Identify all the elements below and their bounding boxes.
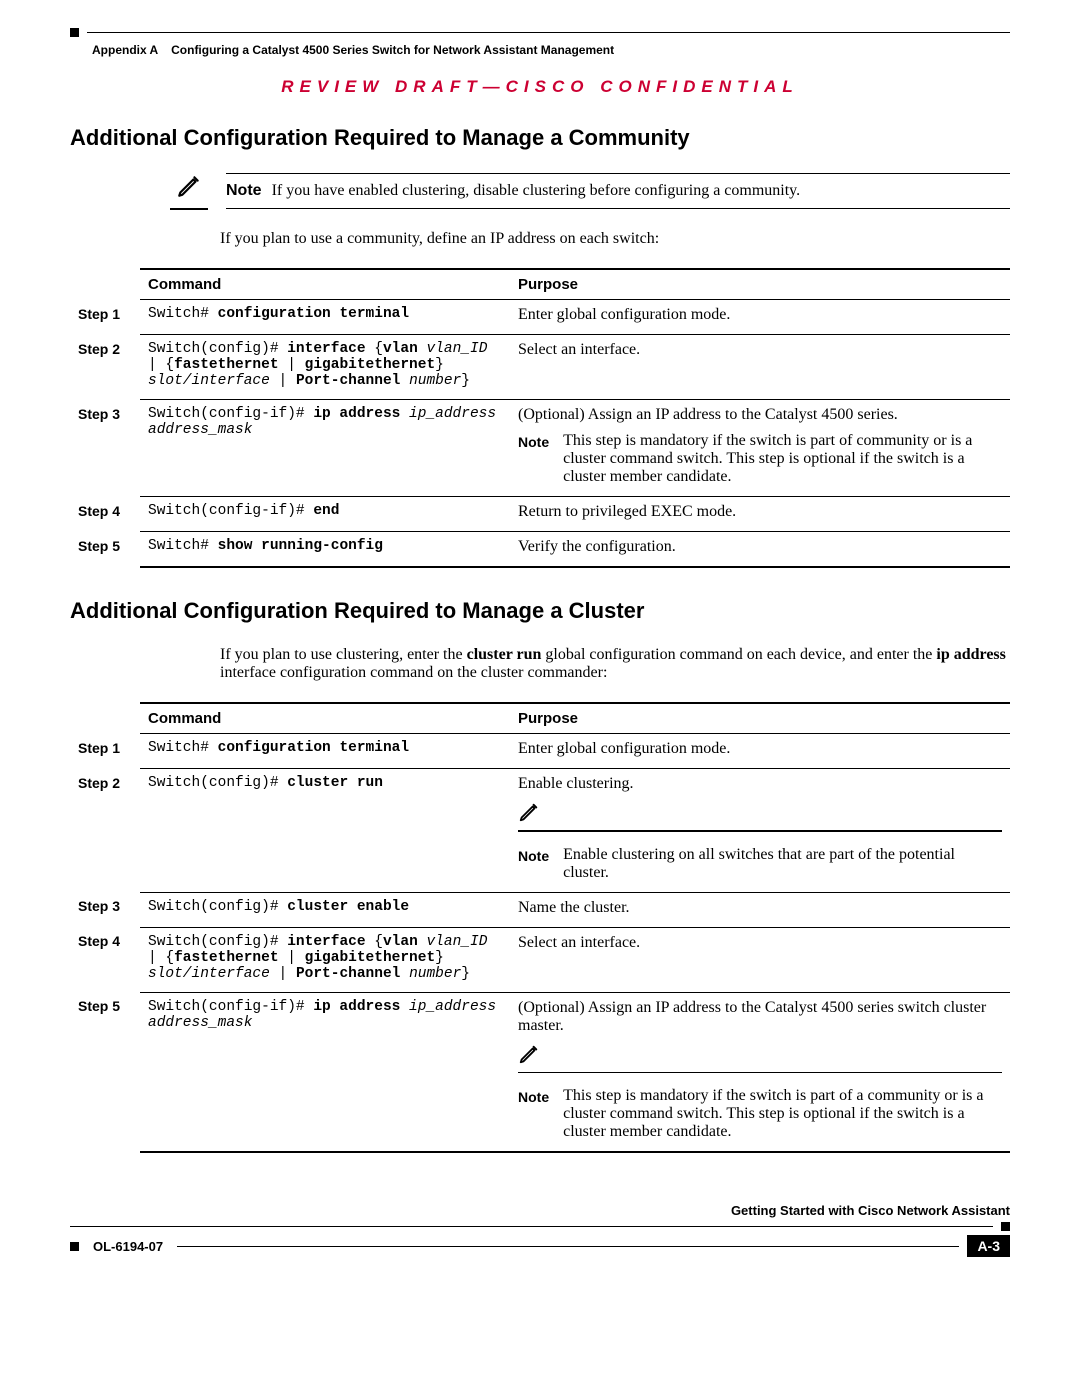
purpose-text: Name the cluster. — [518, 899, 1002, 917]
th-command: Command — [140, 703, 510, 734]
command-cell: Switch# configuration terminal — [140, 300, 510, 335]
pen-icon — [176, 173, 202, 199]
purpose-cell: Enter global configuration mode. — [510, 300, 1010, 335]
section2-intro: If you plan to use clustering, enter the… — [220, 646, 1010, 682]
command-cell: Switch(config)# cluster run — [140, 769, 510, 893]
inline-note: Note This step is mandatory if the switch… — [518, 1087, 1002, 1141]
step-label: Step 2 — [70, 335, 140, 400]
purpose-text: Return to privileged EXEC mode. — [518, 503, 1002, 521]
header-rule — [70, 28, 1010, 37]
section1-note: Note If you have enabled clustering, disa… — [170, 173, 1010, 210]
section1-heading: Additional Configuration Required to Man… — [70, 125, 1010, 151]
purpose-text: (Optional) Assign an IP address to the C… — [518, 406, 1002, 424]
section1-table: Command Purpose Step 1 Switch# configurat… — [70, 268, 1010, 568]
purpose-cell: (Optional) Assign an IP address to the C… — [510, 400, 1010, 497]
note-label: Note — [518, 846, 549, 864]
inline-note: Note Enable clustering on all switches th… — [518, 846, 1002, 882]
section2-heading: Additional Configuration Required to Man… — [70, 598, 1010, 624]
command-cell: Switch(config)# interface {vlan vlan_ID … — [140, 335, 510, 400]
command-text: Switch(config-if)# end — [148, 503, 502, 519]
command-cell: Switch(config-if)# ip address ip_address… — [140, 992, 510, 1152]
command-text: Switch(config)# cluster enable — [148, 899, 502, 915]
table-row: Step 2Switch(config)# interface {vlan vl… — [70, 335, 1010, 400]
step-label: Step 4 — [70, 497, 140, 532]
step-label: Step 3 — [70, 892, 140, 927]
section1-intro: If you plan to use a community, define a… — [220, 230, 1010, 248]
command-text: Switch# configuration terminal — [148, 740, 502, 756]
footer-page: A-3 — [967, 1235, 1010, 1257]
purpose-text: Enter global configuration mode. — [518, 306, 1002, 324]
purpose-cell: Enable clustering. Note Enable clustering … — [510, 769, 1010, 893]
command-cell: Switch(config-if)# end — [140, 497, 510, 532]
purpose-text: Select an interface. — [518, 934, 1002, 952]
step-label: Step 5 — [70, 532, 140, 568]
th-purpose: Purpose — [510, 703, 1010, 734]
purpose-cell: Select an interface. — [510, 335, 1010, 400]
step-label: Step 3 — [70, 400, 140, 497]
table-row: Step 3 Switch(config)# cluster enable Name… — [70, 892, 1010, 927]
note-label: Note — [226, 182, 262, 199]
command-text: Switch(config-if)# ip address ip_address… — [148, 406, 502, 438]
command-cell: Switch(config)# interface {vlan vlan_ID … — [140, 927, 510, 992]
command-text: Switch# show running-config — [148, 538, 502, 554]
note-text: Enable clustering on all switches that a… — [563, 846, 1002, 882]
command-cell: Switch# configuration terminal — [140, 734, 510, 769]
review-banner: REVIEW DRAFT—CISCO CONFIDENTIAL — [70, 77, 1010, 97]
table-row: Step 4 Switch(config-if)# end Return to pr… — [70, 497, 1010, 532]
purpose-text: Enable clustering. — [518, 775, 1002, 793]
page: Appendix A Configuring a Catalyst 4500 S… — [0, 0, 1080, 1297]
note-text: This step is mandatory if the switch is … — [563, 432, 1002, 486]
step-label: Step 1 — [70, 300, 140, 335]
purpose-cell: Enter global configuration mode. — [510, 734, 1010, 769]
command-text: Switch(config)# interface {vlan vlan_ID … — [148, 341, 502, 389]
inline-note: Note This step is mandatory if the switch… — [518, 432, 1002, 486]
note-text: If you have enabled clustering, disable … — [272, 182, 801, 199]
table-row: Step 1 Switch# configuration terminal Ente… — [70, 734, 1010, 769]
command-cell: Switch# show running-config — [140, 532, 510, 568]
appendix-line: Appendix A Configuring a Catalyst 4500 S… — [92, 43, 1010, 57]
table-row: Step 3Switch(config-if)# ip address ip_a… — [70, 400, 1010, 497]
purpose-text: (Optional) Assign an IP address to the C… — [518, 999, 1002, 1035]
purpose-cell: (Optional) Assign an IP address to the C… — [510, 992, 1010, 1152]
command-cell: Switch(config)# cluster enable — [140, 892, 510, 927]
command-text: Switch(config)# cluster run — [148, 775, 502, 791]
table-row: Step 5 Switch# show running-config Verify … — [70, 532, 1010, 568]
th-command: Command — [140, 269, 510, 300]
pen-icon — [518, 1043, 540, 1070]
purpose-cell: Verify the configuration. — [510, 532, 1010, 568]
purpose-text: Verify the configuration. — [518, 538, 1002, 556]
command-text: Switch(config-if)# ip address ip_address… — [148, 999, 502, 1031]
section2-table: Command Purpose Step 1 Switch# configurat… — [70, 702, 1010, 1153]
footer-doc-id: OL-6194-07 — [87, 1239, 169, 1254]
step-label: Step 4 — [70, 927, 140, 992]
pen-icon — [518, 801, 540, 828]
header-square — [70, 28, 79, 37]
purpose-text: Enter global configuration mode. — [518, 740, 1002, 758]
note-label: Note — [518, 432, 549, 450]
table-row: Step 4Switch(config)# interface {vlan vl… — [70, 927, 1010, 992]
purpose-cell: Name the cluster. — [510, 892, 1010, 927]
command-text: Switch# configuration terminal — [148, 306, 502, 322]
table-row: Step 2 Switch(config)# cluster run Enable … — [70, 769, 1010, 893]
command-cell: Switch(config-if)# ip address ip_address… — [140, 400, 510, 497]
table-row: Step 5Switch(config-if)# ip address ip_a… — [70, 992, 1010, 1152]
header-line — [87, 32, 1010, 33]
purpose-cell: Return to privileged EXEC mode. — [510, 497, 1010, 532]
footer: Getting Started with Cisco Network Assis… — [70, 1203, 1010, 1257]
step-label: Step 2 — [70, 769, 140, 893]
step-label: Step 5 — [70, 992, 140, 1152]
command-text: Switch(config)# interface {vlan vlan_ID … — [148, 934, 502, 982]
th-purpose: Purpose — [510, 269, 1010, 300]
note-label: Note — [518, 1087, 549, 1105]
purpose-text: Select an interface. — [518, 341, 1002, 359]
footer-title: Getting Started with Cisco Network Assis… — [70, 1203, 1010, 1218]
note-text: This step is mandatory if the switch is … — [563, 1087, 1002, 1141]
table-row: Step 1 Switch# configuration terminal Ente… — [70, 300, 1010, 335]
purpose-cell: Select an interface. — [510, 927, 1010, 992]
step-label: Step 1 — [70, 734, 140, 769]
